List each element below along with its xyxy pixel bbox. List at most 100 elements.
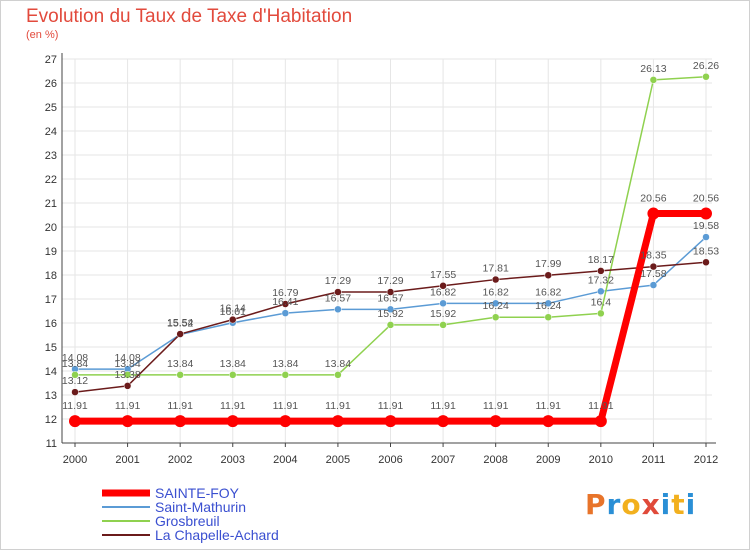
x-tick-label: 2008 [483,454,507,466]
x-tick-label: 2010 [589,454,613,466]
data-label: 11.91 [220,400,246,412]
x-tick-label: 2007 [431,454,455,466]
series-lines [69,73,712,428]
data-point [491,313,500,321]
y-tick-label: 13 [45,390,57,402]
data-label: 16.79 [272,287,298,299]
data-label: 11.91 [325,400,351,412]
data-point [491,275,500,284]
data-point [386,288,395,296]
data-label: 26.26 [693,60,719,72]
y-tick-label: 22 [45,174,57,186]
data-point [176,330,184,338]
data-point [439,282,447,290]
proxiti-logo: Proxiti [585,488,696,521]
data-point [331,415,344,428]
data-point [544,271,552,279]
data-label: 11.91 [115,400,141,412]
chart-subtitle: (en %) [26,29,59,41]
data-point [121,415,134,428]
data-point [176,371,184,379]
data-label: 11.91 [273,400,299,412]
data-label: 11.91 [536,400,562,412]
data-point [386,321,395,329]
data-point [649,262,658,271]
data-point [597,287,605,296]
data-point [649,281,658,289]
data-label: 16.14 [220,303,246,315]
data-label: 13.84 [325,358,351,370]
data-label: 18.53 [693,245,719,257]
y-tick-label: 24 [45,126,57,138]
data-label: 17.29 [377,275,403,287]
data-point [594,415,607,428]
y-tick-label: 17 [45,294,57,306]
data-point [702,258,710,267]
data-label: 16.57 [325,292,351,304]
data-point [439,299,447,308]
data-point [544,313,552,321]
data-point [123,382,132,390]
axes: 11 12 13 14 15 16 17 18 19 20 21 22 23 24 25 26 27 2000 20… [45,53,718,466]
x-tick-label: 2003 [221,454,245,466]
data-label: 14.08 [62,352,88,364]
data-label: 17.58 [640,268,666,280]
x-tick-label: 2000 [63,454,87,466]
data-label: 13.38 [114,369,140,381]
data-point [489,415,502,428]
y-tick-label: 19 [45,246,57,258]
x-tick-label: 2004 [273,454,297,466]
data-label: 16.01 [220,306,246,318]
x-tick-label: 2006 [378,454,402,466]
data-label: 13.84 [62,358,88,370]
y-tick-label: 15 [45,342,57,354]
legend-entry: SAINTE-FOY [155,485,240,501]
data-label: 17.99 [535,258,561,270]
data-point [334,371,342,379]
data-label: 13.84 [114,358,140,370]
data-label: 11.91 [167,400,193,412]
data-label: 17.32 [588,274,614,286]
data-point [702,73,710,81]
data-label: 11.91 [430,400,456,412]
data-label: 13.84 [220,358,246,370]
data-point [71,388,79,396]
data-label: 11.91 [483,400,509,412]
data-label: 16.41 [272,296,298,308]
data-label: 16.82 [430,286,456,298]
data-point [649,76,658,84]
data-point [597,267,605,275]
y-tick-label: 26 [45,78,57,90]
data-point [279,415,292,428]
logo-letter: i [685,488,697,521]
data-label: 13.12 [62,375,88,387]
logo-letter: t [671,488,686,521]
chart-title: Evolution du Taux de Taxe d'Habitation [26,6,353,27]
y-tick-label: 16 [45,318,57,330]
data-label: 15.92 [430,308,456,320]
data-point [700,207,712,220]
logo-letter: o [621,488,642,521]
y-tick-label: 23 [45,150,57,162]
data-label: 13.84 [272,358,298,370]
data-label: 18.17 [588,254,614,266]
x-tick-label: 2011 [642,454,666,466]
y-tick-label: 21 [45,198,57,210]
data-point [69,415,81,428]
data-point [597,309,605,318]
data-point [174,415,187,428]
y-tick-label: 18 [45,270,57,282]
data-point [544,299,552,308]
logo-letter: r [606,488,622,521]
logo-letter: i [660,488,672,521]
y-tick-label: 20 [45,222,57,234]
data-label: 16.24 [535,300,561,312]
data-label: 18.35 [640,250,666,262]
data-label: 17.81 [483,263,509,275]
data-point [542,415,555,428]
y-tick-label: 25 [45,102,57,114]
data-label: 13.84 [167,358,193,370]
data-point [439,321,447,329]
